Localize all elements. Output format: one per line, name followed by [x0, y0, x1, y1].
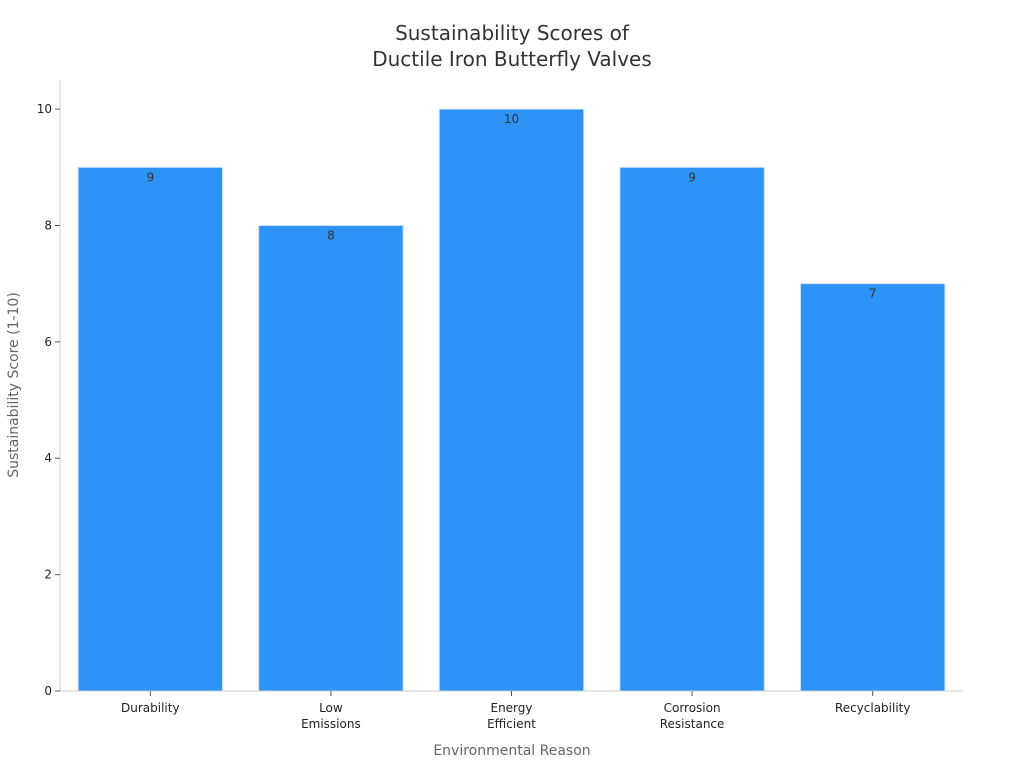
data-label-2: 8	[327, 228, 335, 242]
x-tick-label-5: Recyclability	[835, 701, 911, 715]
data-label-1: 9	[146, 170, 154, 184]
x-axis-label: Environmental Reason	[433, 743, 590, 759]
bar-1	[77, 166, 224, 692]
data-label-5: 7	[869, 287, 877, 301]
data-labels: 9 8 10 9 7	[146, 112, 876, 301]
bar-4	[619, 166, 765, 692]
y-tick-label: 2	[44, 568, 52, 582]
bar-3	[438, 108, 585, 692]
bar-5	[799, 283, 946, 692]
y-axis-label: Sustainability Score (1-10)	[6, 292, 22, 478]
chart-title-line-1: Sustainability Scores of	[395, 21, 630, 45]
y-tick-label: 0	[44, 684, 52, 698]
x-tick-label-4-line-2: Resistance	[660, 717, 725, 731]
chart-title: Sustainability Scores of Ductile Iron Bu…	[372, 21, 652, 71]
x-axis: Durability Low Emissions Energy Efficient Cor…	[60, 690, 963, 731]
bar-2	[258, 224, 404, 692]
bars	[77, 108, 946, 692]
chart-title-line-2: Ductile Iron Butterfly Valves	[372, 47, 652, 71]
x-tick-label-2-line-2: Emissions	[301, 717, 361, 731]
data-label-4: 9	[688, 170, 696, 184]
y-tick-label: 6	[44, 335, 52, 349]
y-tick-label: 10	[37, 102, 52, 116]
y-axis: 0 2 4 6 8 10	[37, 80, 61, 698]
y-tick-label: 4	[44, 451, 52, 465]
data-label-3: 10	[504, 112, 519, 126]
x-tick-label-3-line-1: Energy	[490, 701, 532, 715]
x-tick-label-1: Durability	[121, 701, 180, 715]
x-tick-label-3-line-2: Efficient	[487, 717, 536, 731]
x-tick-label-2-line-1: Low	[319, 701, 343, 715]
y-tick-label: 8	[44, 218, 52, 232]
x-tick-label-4-line-1: Corrosion	[664, 701, 721, 715]
